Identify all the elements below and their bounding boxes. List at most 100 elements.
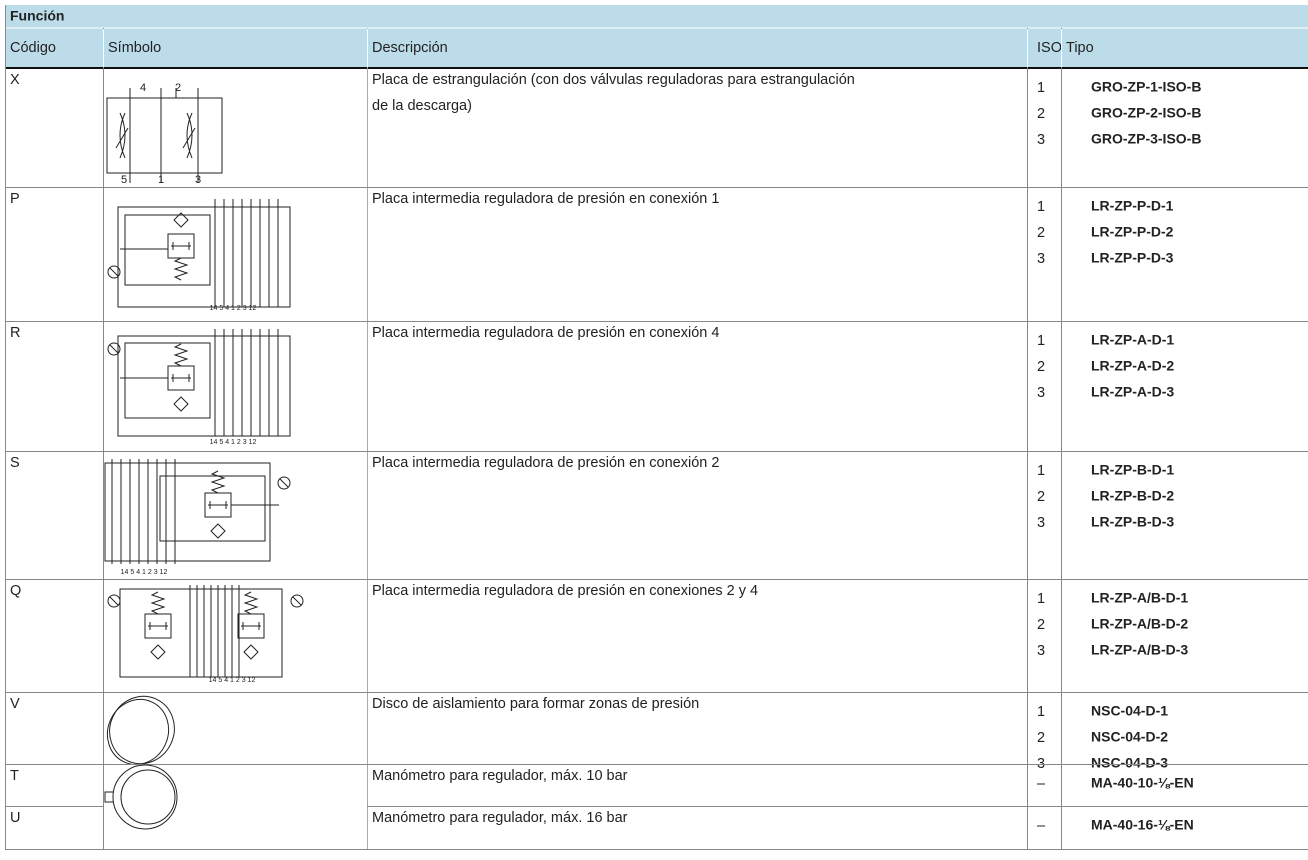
row-description: Placa de estrangulación (con dos válvula… [372,72,855,88]
row-tipo: LR-ZP-A-D-3 [1091,384,1174,400]
symbol-line [243,644,259,660]
symbol-line [173,212,189,228]
row-tipo: NSC-04-D-2 [1091,729,1168,745]
row-tipo: GRO-ZP-3-ISO-B [1091,131,1201,147]
symbol-port-label: 14 5 4 1 2 3 12 [210,439,257,446]
row-iso: 3 [1037,515,1045,531]
row-tipo: LR-ZP-A/B-D-1 [1091,590,1188,606]
row-tipo: LR-ZP-A/B-D-3 [1091,642,1188,658]
symbol-line [109,344,119,354]
symbol-line [210,523,226,539]
row-code: V [10,696,20,712]
column-header: Código [10,40,56,56]
row-tipo: NSC-04-D-3 [1091,755,1168,771]
symbol-port-label: 14 5 4 1 2 3 12 [210,305,257,312]
row-code: R [10,325,20,341]
symbol-port-label: 1 [158,174,164,186]
row-iso: 3 [1037,643,1045,659]
symbol-line [171,374,191,382]
symbol-line [115,112,196,159]
symbol-gauge [107,594,121,608]
column-header: ISO [1037,40,1062,56]
symbol-line [210,470,226,494]
symbol-port-label: 5 [121,174,127,186]
row-description: de la descarga) [372,98,472,114]
row-description: Placa intermedia reguladora de presión e… [372,583,758,599]
symbol-line [117,206,291,308]
row-code: S [10,455,20,471]
row-description: Manómetro para regulador, máx. 10 bar [372,768,628,784]
symbol-line [104,462,271,562]
row-tipo: LR-ZP-B-D-3 [1091,514,1174,530]
symbol-line [243,591,259,615]
symbol-line [292,596,302,606]
row-description: Placa intermedia reguladora de presión e… [372,191,719,207]
symbol-line [279,478,289,488]
symbol-line [150,644,166,660]
symbol-line [171,242,191,250]
row-iso: 1 [1037,199,1045,215]
symbol-port-label: 3 [195,174,201,186]
symbol-line [241,622,261,630]
column-header: Tipo [1066,40,1094,56]
symbol-line [148,622,168,630]
row-iso: 1 [1037,463,1045,479]
symbol-line [104,791,113,803]
row-tipo: LR-ZP-P-D-3 [1091,250,1174,266]
symbol-line [109,596,119,606]
row-iso: 2 [1037,489,1045,505]
row-iso: 3 [1037,132,1045,148]
symbol-line [208,501,228,509]
symbol-gauge [277,476,291,490]
row-iso: 1 [1037,704,1045,720]
symbol-port-label: 2 [175,82,181,94]
row-iso: 2 [1037,106,1045,122]
symbol-port-label: 14 5 4 1 2 3 12 [121,569,168,576]
header-bg [5,5,1308,68]
symbol-port-label: 4 [140,82,146,94]
row-tipo: MA-40-16-⅛-EN [1091,817,1194,833]
row-tipo: LR-ZP-B-D-1 [1091,462,1174,478]
symbol-line [173,257,189,281]
row-description: Placa intermedia reguladora de presión e… [372,325,719,341]
symbol-gauge [107,342,121,356]
row-tipo: LR-ZP-P-D-2 [1091,224,1174,240]
symbol-disc-edge [106,699,170,765]
row-iso: 3 [1037,251,1045,267]
row-code: T [10,768,19,784]
row-code: Q [10,583,21,599]
row-description: Placa intermedia reguladora de presión e… [372,455,719,471]
symbol-port-label: 14 5 4 1 2 3 12 [209,677,256,684]
symbol-line [117,335,291,437]
row-tipo: GRO-ZP-2-ISO-B [1091,105,1201,121]
row-iso: 1 [1037,591,1045,607]
symbol-line [173,343,189,367]
row-code: X [10,72,20,88]
row-iso: 2 [1037,617,1045,633]
symbol-line [173,396,189,412]
symbol-line [119,588,283,678]
row-iso: 1 [1037,333,1045,349]
row-iso: 3 [1037,756,1045,772]
column-header: Símbolo [108,40,161,56]
row-tipo: LR-ZP-A-D-2 [1091,358,1174,374]
symbol-line [109,267,119,277]
table-title: Función [10,8,64,24]
symbol-gauge-face [120,769,176,825]
row-iso: – [1037,776,1046,792]
row-iso: 3 [1037,385,1045,401]
row-iso: – [1037,818,1046,834]
row-iso: 2 [1037,730,1045,746]
row-code: U [10,810,20,826]
row-iso: 2 [1037,359,1045,375]
row-iso: 1 [1037,80,1045,96]
column-header: Descripción [372,40,448,56]
row-tipo: GRO-ZP-1-ISO-B [1091,79,1201,95]
row-iso: 2 [1037,225,1045,241]
row-description: Manómetro para regulador, máx. 16 bar [372,810,628,826]
symbol-gauge [290,594,304,608]
symbol-gauge-body [112,764,178,830]
row-tipo: LR-ZP-P-D-1 [1091,198,1174,214]
symbol-line [106,88,223,183]
